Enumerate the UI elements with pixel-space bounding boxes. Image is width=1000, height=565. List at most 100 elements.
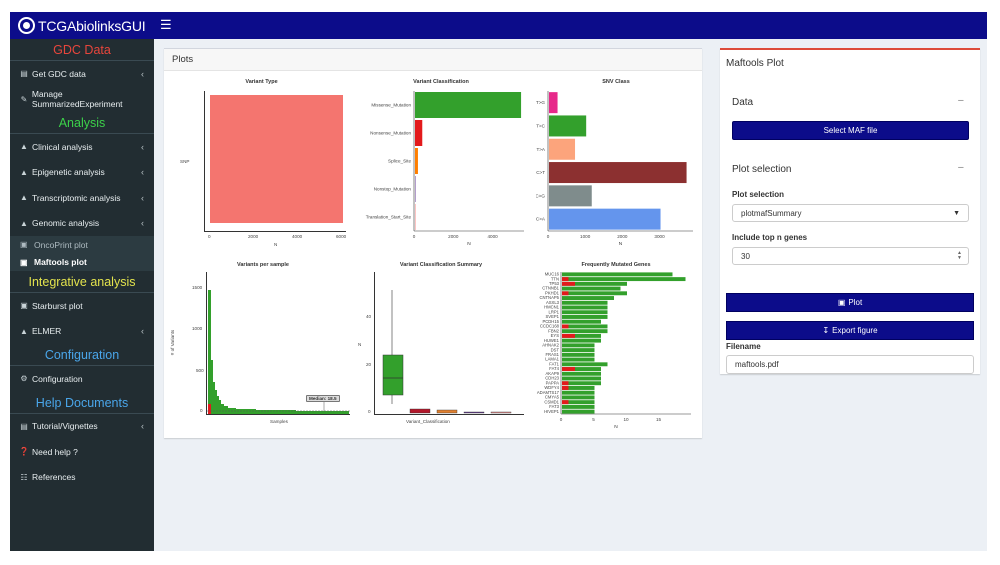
snv-class-tick-label: 0 (547, 234, 550, 239)
plot-button[interactable]: ▣ Plot (726, 293, 974, 312)
sidebar-item-transcriptomic[interactable]: ▲ Transcriptomic analysis ‹ (10, 185, 154, 211)
sidebar-item-label: Get GDC data (32, 68, 86, 79)
sidebar-item-label: Manage SummarizedExperiment (31, 89, 123, 110)
gene-label: LAMA1 (545, 357, 559, 362)
book-icon: ▤ (20, 421, 28, 431)
gene-label: AHNAK2 (542, 343, 559, 348)
gene-bar (562, 333, 601, 338)
gene-bar (562, 281, 627, 286)
variant-classification-tick-label: 4000 (487, 234, 498, 239)
vc-summary-tick: 20 (366, 362, 372, 367)
frequent-genes-chart: MUC16TTNTP53CTNNB1PKHD1CNTNAP5ASXL3HMCN1… (537, 272, 691, 430)
sidebar-item-configuration[interactable]: ⚙ Configuration (10, 366, 154, 392)
select-maf-button[interactable]: Select MAF file (732, 121, 969, 140)
stepper-icon[interactable]: ▲ ▼ (957, 250, 962, 261)
sidebar-item-clinical[interactable]: ▲ Clinical analysis ‹ (10, 134, 154, 160)
pencil-icon: ✎ (20, 94, 28, 104)
variant-classification-bar (415, 204, 416, 230)
frequent-genes-tick-label: 0 (560, 417, 563, 422)
box-translation (490, 411, 512, 414)
variant-classification-panel: Variant Classification Missense_Mutation… (356, 79, 526, 254)
frequent-genes-tick-label: 5 (592, 417, 595, 422)
sidebar-item-get-gdc-data[interactable]: ▤ Get GDC data ‹ (10, 61, 154, 87)
filename-value: maftools.pdf (735, 360, 779, 369)
gene-label: CDH23 (545, 376, 559, 381)
plots-box-title: Plots (164, 49, 702, 71)
variants-per-sample-tick: 1000 (192, 326, 203, 331)
data-collapse-icon[interactable]: − (957, 95, 964, 107)
vc-summary-tick: 0 (368, 409, 371, 414)
sidebar-item-manage-se[interactable]: ✎ Manage SummarizedExperiment (10, 87, 154, 113)
sample-bar (296, 411, 349, 414)
app-logo[interactable]: TCGAbiolinksGUI (10, 12, 154, 39)
sidebar-item-tutorial[interactable]: ▤ Tutorial/Vignettes ‹ (10, 414, 154, 440)
gene-label: CTNNB1 (542, 286, 559, 291)
gene-bar (562, 362, 608, 367)
sidebar-item-starburst[interactable]: ▣ Starburst plot (10, 293, 154, 319)
gene-label: LRP1 (549, 309, 560, 314)
gene-label: FAT1 (549, 361, 559, 366)
box-missense (382, 354, 404, 396)
sidebar-item-elmer[interactable]: ▲ ELMER ‹ (10, 319, 154, 345)
sidebar-subitem-maftools[interactable]: ▣ Maftools plot (10, 253, 154, 271)
sidebar-toggle-icon[interactable]: ☰ (160, 17, 172, 32)
frequent-genes-tick-label: 10 (623, 417, 629, 422)
sample-bar-red (208, 404, 211, 414)
plot-selection-select[interactable]: plotmafSummary ▼ (732, 204, 969, 222)
vc-summary-ylabel: N (358, 342, 362, 347)
chevron-left-icon: ‹ (141, 192, 144, 203)
variant-type-x-axis (204, 231, 346, 232)
sidebar-item-genomic[interactable]: ▲ Genomic analysis ‹ (10, 211, 154, 237)
sidebar-item-references[interactable]: ☷ References (10, 465, 154, 491)
sidebar-item-epigenetic[interactable]: ▲ Epigenetic analysis ‹ (10, 160, 154, 186)
gears-icon: ⚙ (20, 374, 28, 384)
top-n-genes-input[interactable]: 30 ▲ ▼ (732, 247, 969, 265)
variants-per-sample-x-axis (206, 414, 350, 415)
snv-class-category-label: T>A (536, 147, 545, 152)
variant-classification-tick-label: 2000 (448, 234, 459, 239)
top-n-genes-value: 30 (741, 251, 750, 261)
gene-label: HMCN1 (544, 305, 560, 310)
gene-label: AKAP9 (545, 371, 559, 376)
sample-bar (215, 390, 217, 414)
gene-bar (562, 338, 601, 343)
variant-classification-xlabel: N (467, 241, 471, 247)
sample-bar (211, 360, 213, 414)
export-figure-button[interactable]: ↧ Export figure (726, 321, 974, 340)
gene-label: WDFY4 (544, 385, 559, 390)
chevron-left-icon: ‹ (141, 167, 144, 178)
sidebar-item-need-help[interactable]: ❓ Need help ? (10, 439, 154, 465)
variants-per-sample-tick: 500 (196, 368, 204, 373)
plot-selection-collapse-icon[interactable]: − (957, 162, 964, 174)
gene-bar-red (562, 333, 575, 338)
snv-class-category-label: T>C (536, 123, 545, 128)
sample-bar (217, 396, 219, 414)
sidebar-subitem-oncoprint[interactable]: ▣ OncoPrint plot (10, 236, 154, 254)
gene-bar (562, 272, 673, 277)
variants-per-sample-title: Variants per sample (237, 262, 289, 268)
frequent-genes-title: Frequently Mutated Genes (581, 262, 651, 268)
gene-bar (562, 277, 686, 282)
snv-class-title: SNV Class (602, 79, 630, 85)
gene-label: MUC16 (545, 272, 560, 277)
gene-bar-red (562, 324, 569, 329)
plot-selection-value: plotmafSummary (741, 208, 802, 218)
gene-label: HIVEP1 (544, 409, 560, 414)
snv-class-bar (549, 208, 661, 230)
variant-type-xlabel: N (274, 242, 278, 247)
gene-label: CSMD1 (544, 399, 559, 404)
snv-class-bar (549, 185, 592, 207)
gene-bar-red (562, 281, 575, 286)
gene-bar (562, 305, 608, 310)
gene-label: CMYA5 (545, 395, 560, 400)
image-icon: ▣ (837, 298, 846, 307)
gene-bar (562, 381, 601, 386)
filename-input[interactable]: maftools.pdf (726, 355, 974, 374)
flask-icon: ▲ (20, 218, 28, 228)
gene-bar (562, 357, 595, 362)
variant-classification-category-label: Translation_Start_Site (366, 215, 412, 220)
snv-class-tick-label: 3000 (654, 234, 665, 239)
snv-class-bar (549, 115, 587, 137)
gene-bar (562, 390, 595, 395)
plot-selection-label: Plot selection (732, 190, 785, 199)
